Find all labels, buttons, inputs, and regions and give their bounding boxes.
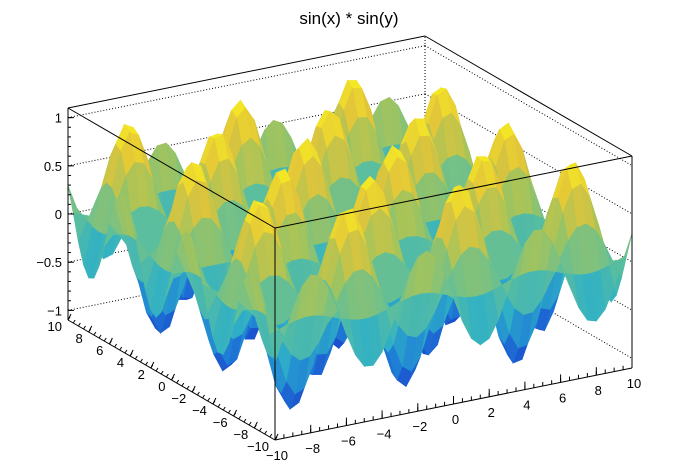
z-tick-label: 0 [55, 207, 62, 222]
z-tick-label: −0.5 [36, 255, 62, 270]
left-axis-minor-tick [165, 373, 169, 378]
back-edge-top-right [424, 35, 633, 157]
left-axis-minor-tick [248, 421, 252, 426]
left-axis-tick-label: 4 [117, 355, 124, 370]
left-axis-minor-tick [67, 316, 71, 321]
right-axis-tick-label: −6 [341, 434, 356, 449]
left-axis-tick-label: −8 [233, 427, 248, 442]
left-axis-minor-tick [155, 367, 159, 372]
left-axis-minor-tick [160, 370, 164, 375]
right-axis-tick-label: −4 [377, 426, 392, 441]
front-edge-top-left [67, 107, 276, 229]
left-axis-minor-tick [129, 352, 133, 357]
left-axis-tick-label: −2 [171, 391, 186, 406]
z-grid-line-back-right [424, 93, 633, 215]
left-axis-minor-tick [140, 358, 143, 363]
left-axis-minor-tick [134, 355, 138, 360]
right-axis-tick-label: 6 [559, 390, 566, 405]
left-axis-minor-tick [233, 412, 237, 417]
z-tick-label: −1 [47, 303, 62, 318]
front-edge-top-right [274, 155, 633, 229]
right-axis-tick-label: 2 [488, 405, 495, 420]
left-axis-minor-tick [253, 424, 257, 429]
surface-mesh [67, 79, 633, 410]
left-axis-tick-label: 10 [48, 319, 62, 334]
left-axis-minor-tick [202, 394, 205, 399]
left-axis-minor-tick [243, 418, 247, 423]
left-axis-minor-tick [114, 343, 117, 348]
left-axis-minor-tick [88, 328, 92, 333]
left-axis-minor-tick [93, 331, 97, 336]
left-axis-minor-tick [238, 415, 242, 420]
left-axis-minor-tick [269, 433, 273, 438]
right-axis-tick-label: −8 [305, 441, 320, 456]
left-axis-minor-tick [196, 391, 200, 396]
z-tick-label: 1 [55, 111, 62, 126]
left-axis-minor-tick [259, 427, 262, 432]
right-axis-tick-label: −10 [266, 448, 288, 463]
left-axis-minor-tick [83, 325, 86, 330]
left-axis-minor-tick [124, 349, 128, 354]
left-axis-tick-label: 6 [96, 343, 103, 358]
left-axis-minor-tick [171, 376, 174, 381]
left-axis-minor-tick [264, 430, 268, 435]
left-axis-minor-tick [72, 319, 76, 324]
left-axis-minor-tick [98, 334, 102, 339]
left-axis-tick-label: −4 [192, 403, 207, 418]
right-axis-tick-label: 10 [627, 376, 641, 391]
z-tick-label: 0.5 [44, 159, 62, 174]
left-axis-minor-tick [181, 382, 185, 387]
left-axis-minor-tick [145, 361, 149, 366]
left-axis-minor-tick [212, 400, 216, 405]
left-axis-minor-tick [108, 340, 112, 345]
left-axis-minor-tick [228, 409, 231, 414]
left-axis-minor-tick [150, 364, 154, 369]
z-grid-line-back-right [424, 45, 633, 167]
left-axis-minor-tick [186, 385, 190, 390]
z-grid-line-back-left [67, 45, 426, 119]
left-axis-minor-tick [191, 388, 195, 393]
left-axis-minor-tick [222, 406, 226, 411]
left-axis-tick-label: −6 [213, 415, 228, 430]
right-axis-tick-label: 0 [452, 412, 459, 427]
front-frame [67, 107, 633, 440]
left-axis-tick-label: −10 [247, 439, 269, 454]
right-axis-tick-label: 4 [523, 398, 530, 413]
plot-title: sin(x) * sin(y) [299, 9, 398, 28]
left-axis-minor-tick [119, 346, 123, 351]
back-edge-top-left [67, 35, 426, 109]
left-axis-tick-label: 0 [158, 379, 165, 394]
surface-cell [269, 329, 285, 364]
left-axis-minor-tick [176, 379, 180, 384]
left-axis-minor-tick [77, 322, 81, 327]
left-axis-minor-tick [207, 397, 211, 402]
right-axis-tick-label: 8 [595, 383, 602, 398]
left-axis-minor-tick [103, 337, 107, 342]
left-axis-tick-label: 8 [75, 331, 82, 346]
right-axis-tick-label: −2 [412, 419, 427, 434]
left-axis-tick-label: 2 [138, 367, 145, 382]
left-axis-minor-tick [217, 403, 221, 408]
